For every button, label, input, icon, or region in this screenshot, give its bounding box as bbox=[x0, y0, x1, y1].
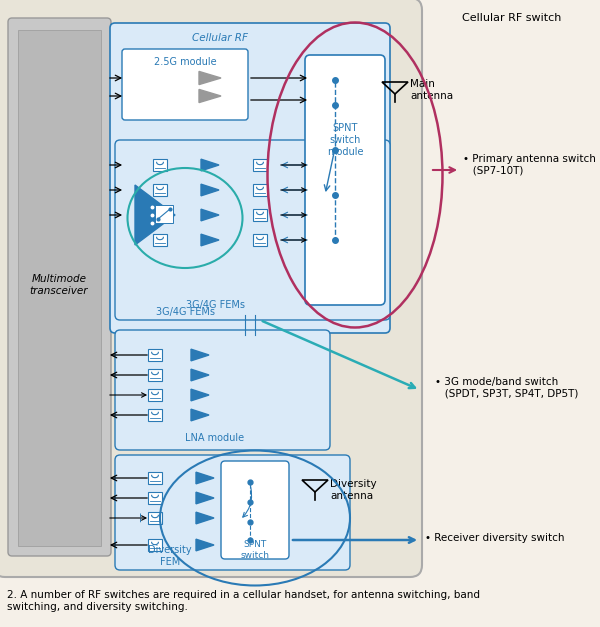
Bar bbox=[253, 184, 267, 196]
Polygon shape bbox=[191, 389, 209, 401]
Text: Multimode
transceiver: Multimode transceiver bbox=[30, 274, 88, 296]
FancyBboxPatch shape bbox=[115, 140, 390, 320]
Bar bbox=[148, 389, 162, 401]
Text: SPNT
switch
module: SPNT switch module bbox=[327, 124, 363, 157]
Text: 3G/4G FEMs: 3G/4G FEMs bbox=[185, 300, 245, 310]
Bar bbox=[148, 349, 162, 361]
Bar bbox=[253, 209, 267, 221]
Text: 2.5G module: 2.5G module bbox=[154, 57, 217, 67]
Text: Diversity
FEM: Diversity FEM bbox=[148, 545, 192, 567]
Polygon shape bbox=[191, 369, 209, 381]
Text: Cellular RF: Cellular RF bbox=[192, 33, 248, 43]
Text: • Primary antenna switch
   (SP7-10T): • Primary antenna switch (SP7-10T) bbox=[463, 154, 596, 176]
Polygon shape bbox=[201, 184, 219, 196]
FancyBboxPatch shape bbox=[115, 455, 350, 570]
Text: Cellular RF switch: Cellular RF switch bbox=[462, 13, 562, 23]
Polygon shape bbox=[201, 234, 219, 246]
Text: LNA module: LNA module bbox=[185, 433, 245, 443]
Bar bbox=[148, 472, 162, 484]
Bar bbox=[148, 512, 162, 524]
Bar bbox=[253, 234, 267, 246]
FancyBboxPatch shape bbox=[0, 0, 422, 577]
Text: 3G/4G FEMs: 3G/4G FEMs bbox=[155, 307, 215, 317]
Polygon shape bbox=[199, 90, 221, 103]
Bar bbox=[148, 539, 162, 551]
Text: 2. A number of RF switches are required in a cellular handset, for antenna switc: 2. A number of RF switches are required … bbox=[7, 590, 480, 611]
Polygon shape bbox=[201, 159, 219, 171]
Bar bbox=[148, 409, 162, 421]
Polygon shape bbox=[191, 409, 209, 421]
Bar bbox=[153, 234, 167, 246]
FancyBboxPatch shape bbox=[110, 23, 390, 333]
FancyBboxPatch shape bbox=[305, 55, 385, 305]
Text: • 3G mode/band switch
   (SPDT, SP3T, SP4T, DP5T): • 3G mode/band switch (SPDT, SP3T, SP4T,… bbox=[435, 377, 578, 399]
Text: SPNT
switch: SPNT switch bbox=[241, 540, 269, 560]
Bar bbox=[153, 184, 167, 196]
Polygon shape bbox=[196, 539, 214, 551]
Bar bbox=[148, 492, 162, 504]
FancyBboxPatch shape bbox=[8, 18, 111, 556]
Text: Main
antenna: Main antenna bbox=[410, 79, 453, 101]
Polygon shape bbox=[196, 492, 214, 504]
Polygon shape bbox=[191, 349, 209, 361]
Bar bbox=[155, 205, 173, 223]
Polygon shape bbox=[199, 71, 221, 85]
Text: Diversity
antenna: Diversity antenna bbox=[330, 479, 377, 501]
Polygon shape bbox=[135, 185, 175, 245]
Polygon shape bbox=[201, 209, 219, 221]
Text: • Receiver diversity switch: • Receiver diversity switch bbox=[425, 533, 565, 543]
Bar bbox=[18, 30, 101, 546]
FancyBboxPatch shape bbox=[221, 461, 289, 559]
Polygon shape bbox=[196, 472, 214, 484]
Bar bbox=[153, 209, 167, 221]
Bar bbox=[253, 159, 267, 171]
Bar bbox=[148, 369, 162, 381]
FancyBboxPatch shape bbox=[122, 49, 248, 120]
Polygon shape bbox=[196, 512, 214, 524]
FancyBboxPatch shape bbox=[115, 330, 330, 450]
Bar bbox=[153, 159, 167, 171]
